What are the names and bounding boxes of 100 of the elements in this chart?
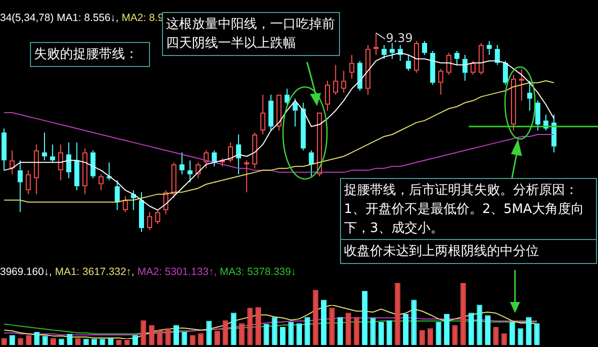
annotation: 捉腰带线，后市证明其失败。分析原因：1、开盘价不是最低价。2、5MA大角度向下，3、成交小。 xyxy=(340,178,597,241)
bar xyxy=(182,332,188,345)
candlestick xyxy=(196,162,201,179)
annotation: 这根放量中阳线，一口吃掉前四天阴线一半以上跌幅 xyxy=(162,12,340,56)
candlestick xyxy=(527,80,532,112)
text: 34(5,34,78) xyxy=(0,12,54,24)
bar xyxy=(296,323,302,345)
candlestick xyxy=(114,180,120,211)
candlestick xyxy=(486,40,492,56)
candlestick xyxy=(341,70,346,94)
candlestick xyxy=(406,54,411,72)
bar xyxy=(173,325,180,345)
candlestick xyxy=(494,44,500,66)
bar xyxy=(42,336,48,345)
candlestick xyxy=(374,32,379,56)
candlestick xyxy=(551,114,556,153)
bar xyxy=(493,327,499,345)
candlestick xyxy=(236,134,242,175)
bar xyxy=(444,314,450,345)
candlestick xyxy=(414,40,419,74)
bar xyxy=(346,312,352,345)
candlestick xyxy=(252,132,258,169)
candlestick xyxy=(139,192,144,232)
bar xyxy=(468,312,474,345)
bar xyxy=(476,304,482,345)
bar xyxy=(386,320,392,345)
bar xyxy=(484,315,491,345)
text: MA3: 5378.339↓ xyxy=(220,266,296,278)
bar xyxy=(255,307,261,345)
text: MA1: 8.556↓, xyxy=(56,12,119,24)
bar xyxy=(26,335,32,345)
bar xyxy=(436,322,442,345)
bar xyxy=(304,317,310,345)
candlestick xyxy=(333,64,338,96)
text: 3969.160↓, xyxy=(0,266,52,278)
bar xyxy=(157,330,163,345)
candlestick xyxy=(349,54,354,80)
bar xyxy=(337,317,343,345)
candlestick xyxy=(228,142,233,163)
candlestick xyxy=(260,94,266,135)
candlestick xyxy=(147,212,152,231)
candlestick xyxy=(18,160,23,213)
text: MA1: 3617.332↑, xyxy=(54,266,134,278)
bar xyxy=(264,324,270,345)
bar xyxy=(280,327,286,345)
bar xyxy=(526,317,532,345)
bar xyxy=(370,318,376,345)
candlestick xyxy=(50,144,56,163)
candlestick xyxy=(462,54,468,82)
candlestick xyxy=(357,60,362,92)
candlestick xyxy=(390,42,395,60)
candlestick xyxy=(98,174,104,191)
bar xyxy=(419,330,425,345)
bar xyxy=(247,308,253,345)
candlestick xyxy=(90,150,96,179)
annotation: 9.39 xyxy=(386,31,413,46)
bar xyxy=(329,308,335,345)
bar xyxy=(206,320,212,345)
candlestick xyxy=(511,74,516,132)
candlestick xyxy=(276,94,282,132)
candlestick xyxy=(163,190,168,215)
candlestick xyxy=(308,150,314,177)
bar xyxy=(312,290,318,345)
bar xyxy=(378,322,384,345)
bar xyxy=(165,328,171,345)
candlestick xyxy=(42,132,47,161)
candlestick xyxy=(519,68,524,102)
candlestick xyxy=(2,128,7,171)
annotation: 失败的捉腰带线： xyxy=(30,42,150,67)
bar xyxy=(320,300,327,345)
candlestick xyxy=(292,98,298,128)
bar xyxy=(510,322,516,345)
bar xyxy=(460,283,466,345)
candlestick xyxy=(446,52,452,76)
candlestick xyxy=(316,112,322,177)
bar xyxy=(501,333,507,345)
candlestick xyxy=(66,142,72,179)
bar xyxy=(452,325,458,345)
bar xyxy=(140,320,146,345)
candlestick xyxy=(454,50,460,66)
candlestick xyxy=(422,40,428,56)
candlestick xyxy=(26,170,31,195)
bar xyxy=(428,328,434,345)
bar xyxy=(230,312,236,345)
bar xyxy=(272,317,278,345)
bar xyxy=(190,335,196,345)
candlestick xyxy=(212,150,217,167)
candlestick xyxy=(438,68,444,96)
bar xyxy=(411,300,417,345)
candlestick xyxy=(179,152,184,175)
candlestick xyxy=(300,102,306,151)
candlestick xyxy=(74,142,80,191)
bar xyxy=(394,283,400,345)
bar xyxy=(132,335,138,345)
bar xyxy=(288,322,294,345)
bar xyxy=(198,333,204,345)
bar xyxy=(354,317,360,345)
candlestick xyxy=(10,150,15,175)
candlestick xyxy=(268,94,274,132)
bar xyxy=(362,291,368,345)
